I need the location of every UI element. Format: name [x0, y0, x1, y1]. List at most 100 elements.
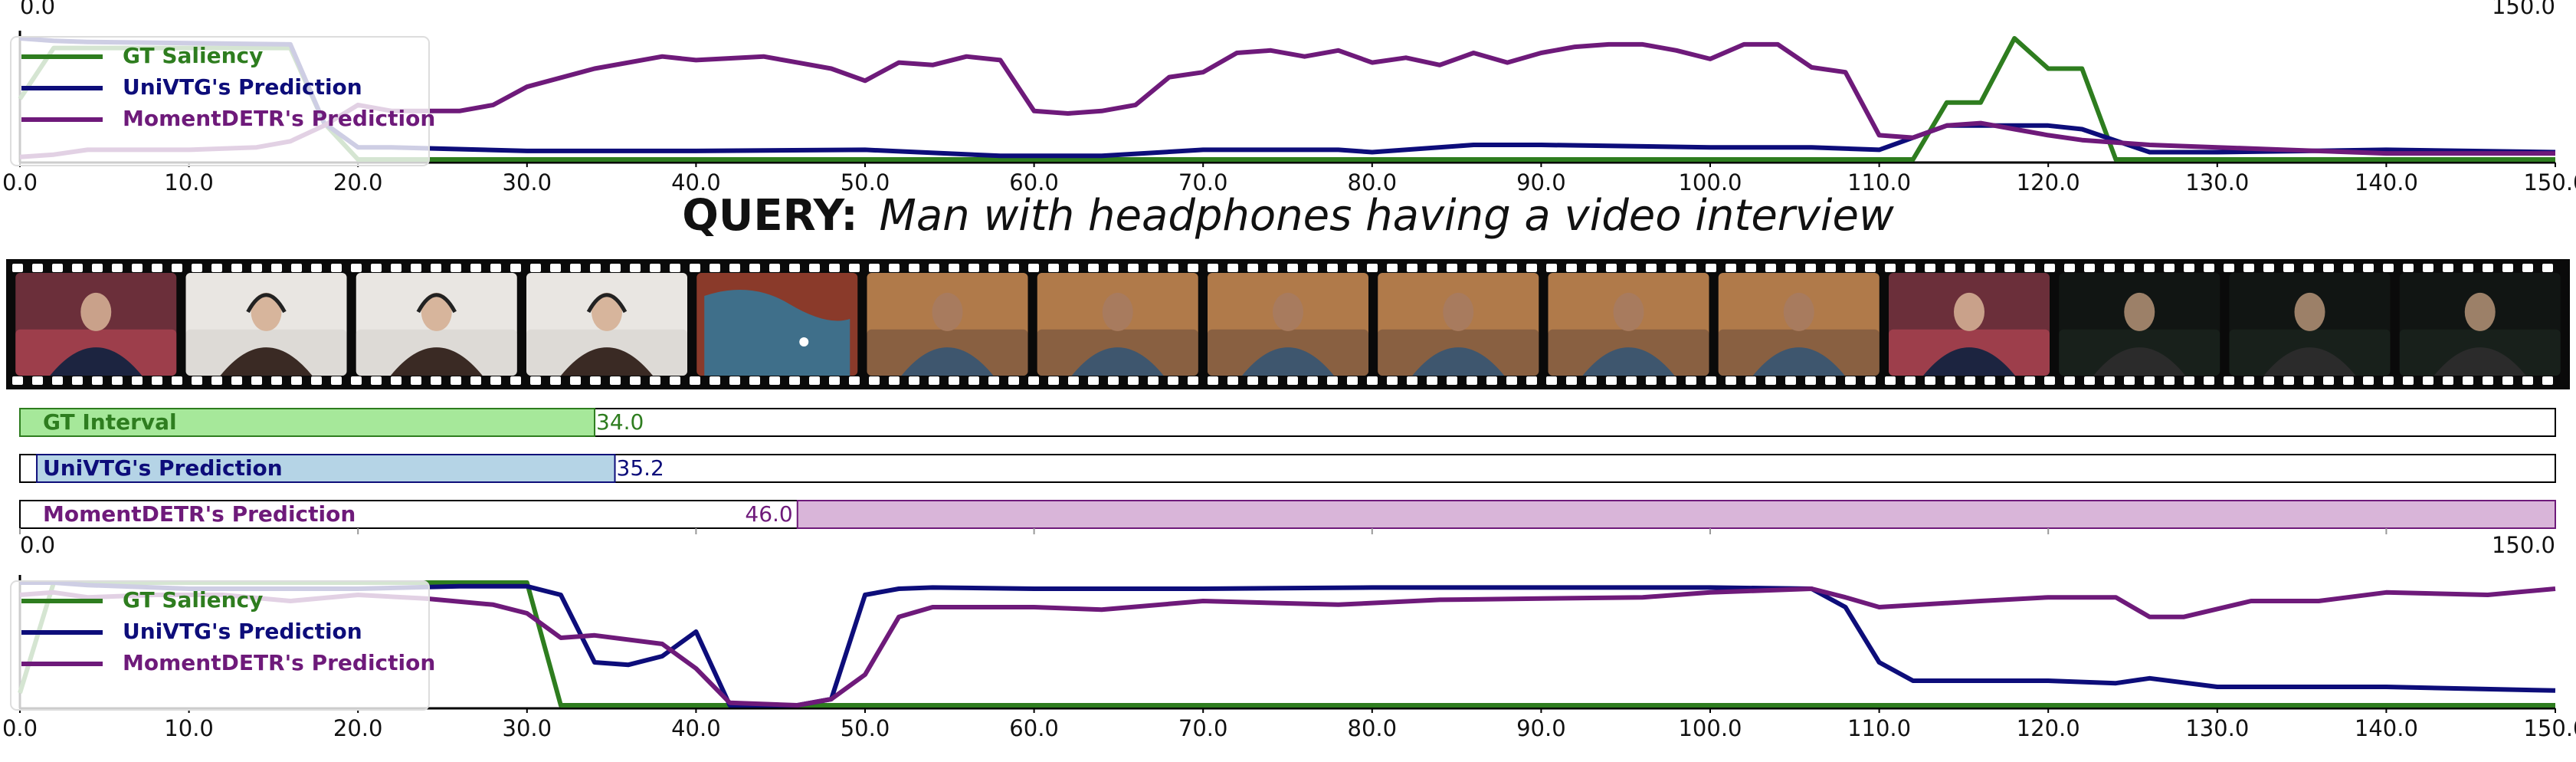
sprocket-hole — [1765, 376, 1776, 385]
top-corner-right-label: 150.0 — [2492, 0, 2555, 19]
sprocket-hole — [909, 264, 919, 272]
sprocket-hole — [1387, 376, 1398, 385]
sprocket-hole — [1606, 264, 1617, 272]
sprocket-hole — [1945, 376, 1955, 385]
sprocket-hole — [1407, 376, 1417, 385]
interval-bar-row: GT Interval 34.0 — [19, 408, 2556, 437]
x-tick-label: 90.0 — [1516, 169, 1566, 195]
sprocket-hole — [2423, 264, 2433, 272]
interval-bar-label: UniVTG's Prediction — [43, 455, 283, 481]
video-frame-dark — [2059, 273, 2220, 376]
interval-end-value: 35.2 — [617, 455, 664, 481]
sprocket-hole — [1188, 376, 1198, 385]
sprocket-hole — [2044, 376, 2055, 385]
x-tick-label: 60.0 — [1009, 169, 1059, 195]
sprocket-hole — [1566, 376, 1577, 385]
sprocket-hole — [590, 264, 601, 272]
x-tick-label: 130.0 — [2185, 715, 2249, 741]
sprocket-hole — [570, 264, 581, 272]
sprocket-hole — [1726, 264, 1736, 272]
person-body — [1412, 347, 1505, 376]
sprocket-hole — [132, 376, 143, 385]
sprocket-hole — [2522, 264, 2533, 272]
sprocket-hole — [1467, 376, 1477, 385]
sprocket-hole — [1048, 376, 1059, 385]
sprocket-hole — [769, 264, 780, 272]
legend-label: GT Saliency — [123, 587, 263, 613]
sprocket-hole — [32, 376, 43, 385]
sprocket-hole — [271, 264, 282, 272]
sprocket-hole — [590, 376, 601, 385]
sprocket-hole — [2303, 376, 2314, 385]
x-tick-label: 20.0 — [333, 169, 383, 195]
sprocket-hole — [2084, 376, 2095, 385]
sprocket-hole — [630, 264, 641, 272]
sprocket-hole — [2323, 376, 2334, 385]
sprocket-hole — [2064, 376, 2075, 385]
sprocket-hole — [1865, 264, 1876, 272]
interval-bar-label: MomentDETR's Prediction — [43, 501, 356, 527]
sprocket-hole — [869, 264, 880, 272]
sprocket-hole — [470, 264, 481, 272]
headphones-shape — [246, 293, 287, 314]
x-tick-label: 50.0 — [841, 169, 890, 195]
sprocket-hole — [2363, 376, 2374, 385]
sprocket-hole — [331, 264, 342, 272]
person-head — [2464, 292, 2496, 331]
sprocket-hole — [251, 376, 262, 385]
sprocket-hole — [2084, 264, 2095, 272]
sprocket-hole — [1965, 264, 1975, 272]
sprocket-hole — [2024, 376, 2035, 385]
video-frame-newsroom — [15, 273, 177, 376]
person-body — [901, 347, 994, 376]
sprocket-hole — [2204, 264, 2214, 272]
sprocket-hole — [1706, 264, 1716, 272]
sprocket-hole — [1546, 376, 1557, 385]
query-prefix: QUERY: — [682, 191, 857, 241]
sprocket-hole — [749, 376, 760, 385]
sprocket-hole — [291, 376, 302, 385]
sprocket-hole — [1208, 376, 1218, 385]
sprocket-hole — [1447, 376, 1457, 385]
sprocket-hole — [2343, 376, 2354, 385]
x-tick-label: 100.0 — [1678, 169, 1742, 195]
sprocket-hole — [2542, 264, 2553, 272]
sprocket-hole — [2144, 376, 2155, 385]
legend-box — [10, 580, 430, 711]
sprocket-hole — [2502, 264, 2513, 272]
sprocket-hole — [729, 264, 740, 272]
sprocket-hole — [172, 264, 182, 272]
interval-bar-row: UniVTG's Prediction 35.2 — [19, 454, 2556, 483]
sprocket-hole — [2024, 264, 2035, 272]
interval-bar-label: GT Interval — [43, 409, 177, 435]
sprocket-hole — [1686, 376, 1696, 385]
sprocket-hole — [630, 376, 641, 385]
x-tick-label: 120.0 — [2017, 169, 2080, 195]
interval-fill — [19, 408, 596, 437]
bottom-legend: GT Saliency UniVTG's Prediction MomentDETR… — [10, 580, 435, 711]
video-frame-office — [1378, 273, 1539, 376]
x-tick-label: 30.0 — [503, 169, 552, 195]
sprocket-hole — [1805, 264, 1816, 272]
sprocket-hole — [112, 264, 123, 272]
sprocket-hole — [132, 264, 143, 272]
sprocket-hole — [909, 376, 919, 385]
sprocket-hole — [2263, 264, 2274, 272]
bars-corner-left-label: 0.0 — [20, 532, 55, 558]
sprocket-hole — [1486, 376, 1497, 385]
sprocket-hole — [988, 376, 999, 385]
sprocket-hole — [1925, 264, 1935, 272]
sprocket-hole — [530, 264, 541, 272]
sprocket-hole — [1646, 376, 1657, 385]
sprocket-hole — [968, 264, 979, 272]
x-tick-label: 40.0 — [671, 715, 721, 741]
sprocket-hole — [1825, 264, 1836, 272]
sprocket-hole — [2403, 264, 2414, 272]
sprocket-hole — [1427, 376, 1437, 385]
sprocket-hole — [1347, 264, 1358, 272]
sprocket-hole — [1048, 264, 1059, 272]
sprocket-hole — [211, 376, 222, 385]
headphones-shape — [416, 293, 457, 314]
x-tick-label: 120.0 — [2017, 715, 2080, 741]
sprocket-hole — [2104, 264, 2115, 272]
